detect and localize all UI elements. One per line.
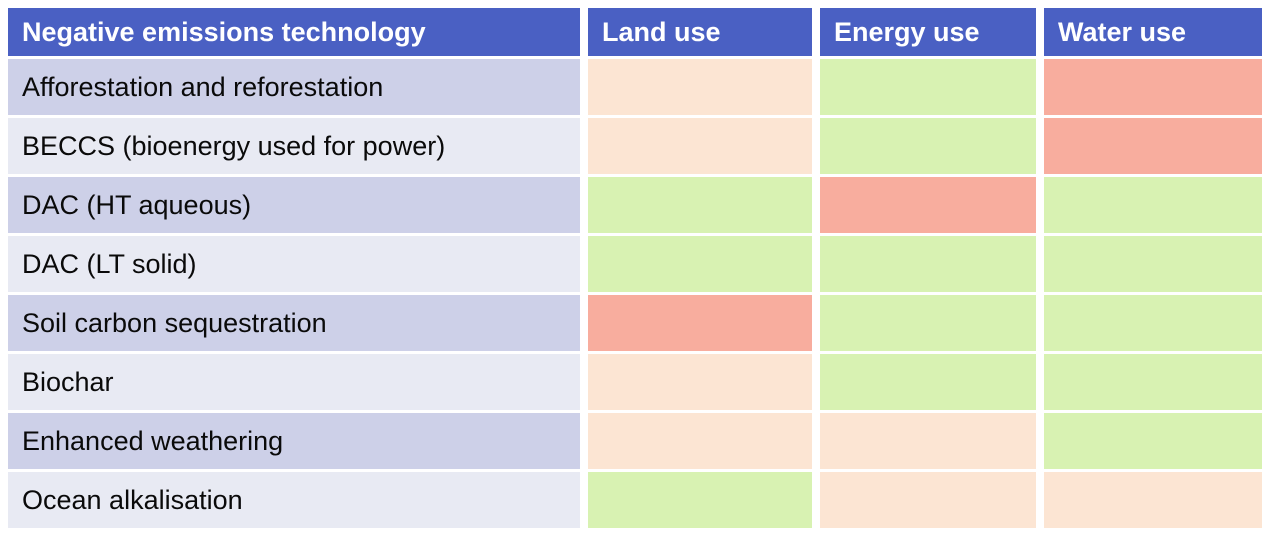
impact-cell-energy-use xyxy=(820,472,1036,528)
row-label: Ocean alkalisation xyxy=(8,472,580,528)
impact-cell-water-use xyxy=(1044,472,1262,528)
column-header-water-use: Water use xyxy=(1044,8,1262,56)
impact-cell-water-use xyxy=(1044,118,1262,174)
impact-cell-water-use xyxy=(1044,354,1262,410)
impact-cell-water-use xyxy=(1044,177,1262,233)
row-label: BECCS (bioenergy used for power) xyxy=(8,118,580,174)
impact-cell-energy-use xyxy=(820,177,1036,233)
row-label: DAC (HT aqueous) xyxy=(8,177,580,233)
impact-cell-land-use xyxy=(588,59,812,115)
impact-cell-water-use xyxy=(1044,413,1262,469)
impact-cell-energy-use xyxy=(820,236,1036,292)
row-label: Enhanced weathering xyxy=(8,413,580,469)
column-header-energy-use: Energy use xyxy=(820,8,1036,56)
row-label: Soil carbon sequestration xyxy=(8,295,580,351)
net-impact-table: Negative emissions technology Land use E… xyxy=(8,8,1262,528)
impact-cell-energy-use xyxy=(820,59,1036,115)
row-label: DAC (LT solid) xyxy=(8,236,580,292)
impact-cell-land-use xyxy=(588,118,812,174)
row-label: Afforestation and reforestation xyxy=(8,59,580,115)
impact-cell-land-use xyxy=(588,354,812,410)
impact-cell-water-use xyxy=(1044,59,1262,115)
impact-cell-land-use xyxy=(588,236,812,292)
impact-cell-land-use xyxy=(588,177,812,233)
impact-cell-land-use xyxy=(588,295,812,351)
column-header-technology: Negative emissions technology xyxy=(8,8,580,56)
column-header-land-use: Land use xyxy=(588,8,812,56)
impact-cell-energy-use xyxy=(820,354,1036,410)
impact-cell-land-use xyxy=(588,472,812,528)
impact-cell-water-use xyxy=(1044,236,1262,292)
row-label: Biochar xyxy=(8,354,580,410)
impact-cell-land-use xyxy=(588,413,812,469)
impact-cell-energy-use xyxy=(820,413,1036,469)
impact-cell-energy-use xyxy=(820,118,1036,174)
impact-cell-energy-use xyxy=(820,295,1036,351)
impact-cell-water-use xyxy=(1044,295,1262,351)
